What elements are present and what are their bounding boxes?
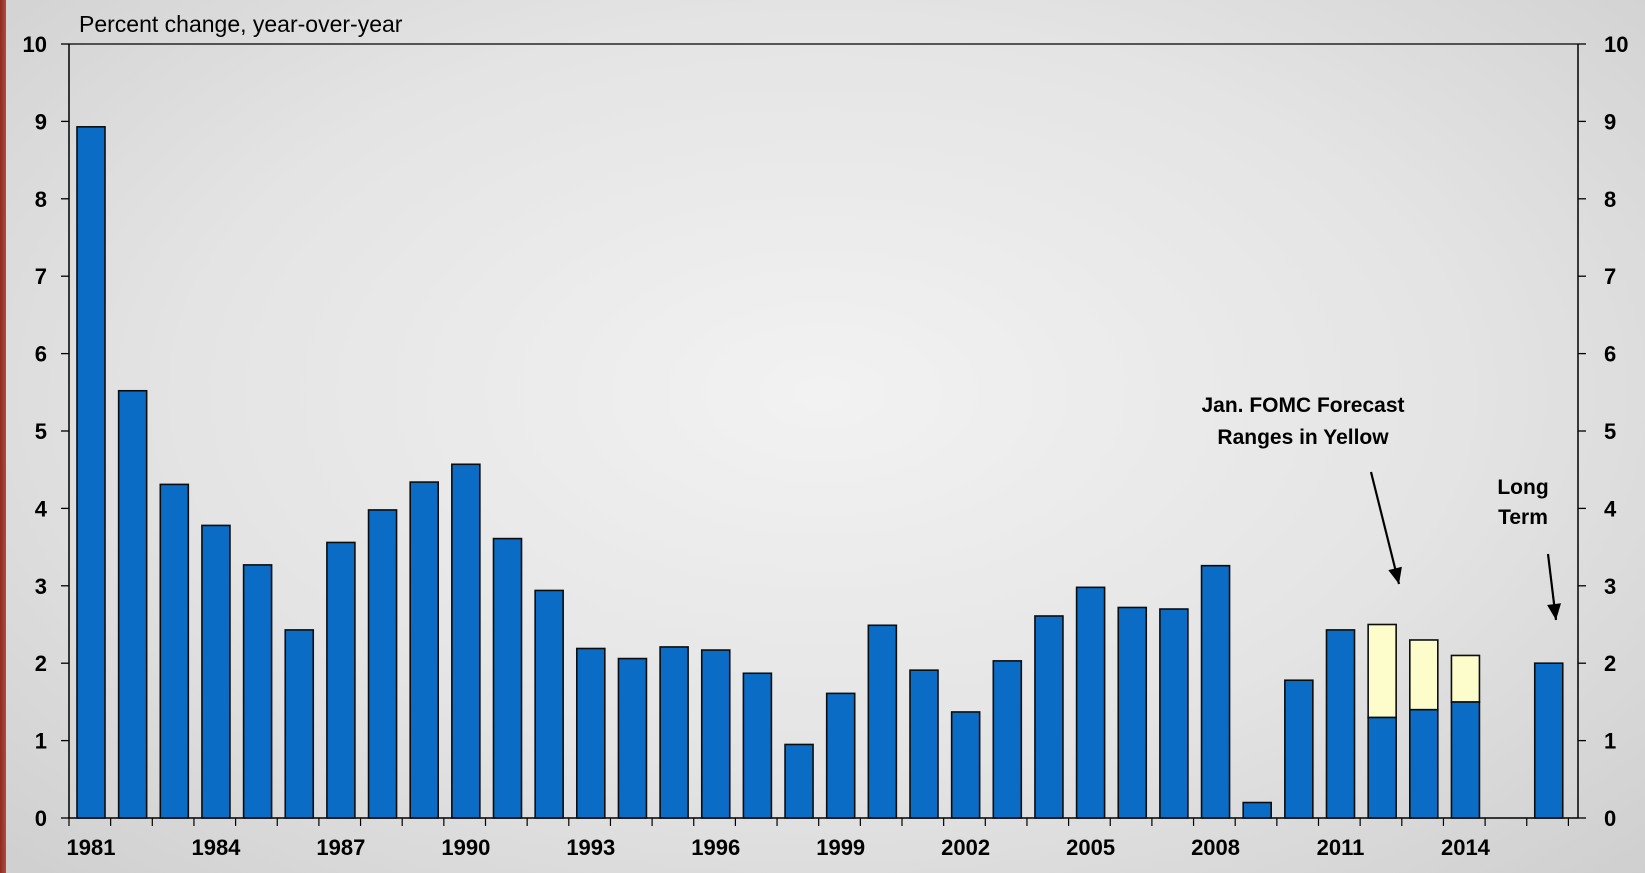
bar-1996 [700,649,731,819]
annotation-arrow-forecast-shaft [1369,471,1401,585]
bar-2000 [867,624,898,819]
bar-1988 [367,509,398,819]
annotation-line: Jan. FOMC Forecast [1201,394,1404,417]
x-tick-label: 2008 [1191,835,1240,860]
y-tick-label-left: 4 [35,496,48,521]
bar-1994 [617,657,648,819]
y-tick-label-right: 0 [1604,806,1616,831]
x-tick-label: 1999 [816,835,865,860]
bar-2002 [950,711,981,819]
y-tick-label-left: 8 [35,187,47,212]
y-tick-label-right: 10 [1604,32,1628,57]
forecast-range-2012 [1367,623,1397,719]
bar-1982 [117,389,148,819]
y-tick-label-left: 2 [35,651,47,676]
x-tick-label: 2011 [1317,835,1365,860]
annotation-arrow-long-term-head [1547,603,1562,620]
bar-2009 [1242,801,1272,819]
y-tick-label-left: 6 [35,342,47,367]
y-tick-label-right: 6 [1604,342,1616,367]
bar-2012 [1367,716,1397,819]
bar-1991 [492,537,523,819]
y-tick-label-right: 1 [1604,729,1616,754]
bar-2011 [1325,629,1356,819]
x-tick-label: 1987 [316,835,365,860]
axis-ticks: 0 0 1 1 2 2 3 3 4 4 5 5 6 6 7 7 8 8 9 9 10 10 1981 1984 1987 1990… [23,32,1629,860]
y-tick-label-left: 9 [35,109,47,134]
annotation-forecast-label: Jan. FOMC Forecast Ranges in Yellow [1201,394,1404,449]
bar-2005 [1075,586,1106,819]
bar-2004 [1034,615,1064,819]
bar-2006 [1117,606,1148,819]
bar-2008 [1200,564,1231,819]
bar-2014 [1450,701,1481,819]
bar-1985 [242,564,273,819]
bar-Long Term [1533,662,1564,819]
annotation-line: Ranges in Yellow [1217,426,1389,449]
bar-2003 [992,660,1023,819]
annotation-long-term-label: Long Term [1497,476,1548,529]
bar-1995 [659,646,689,819]
x-tick-label: 1984 [191,835,241,860]
bar-2001 [909,669,939,819]
bar-2013 [1409,708,1439,819]
bar-1987 [326,541,356,819]
y-tick-label-right: 9 [1604,109,1616,134]
y-tick-label-left: 3 [35,574,47,599]
y-tick-label-right: 4 [1604,496,1617,521]
bar-2010 [1284,679,1314,819]
x-tick-label: 1993 [566,835,615,860]
bar-1986 [284,629,315,819]
y-tick-label-right: 2 [1604,651,1616,676]
y-tick-label-left: 0 [35,806,47,831]
y-axis-label: Percent change, year-over-year [79,11,403,37]
y-tick-label-left: 7 [35,264,47,289]
bar-1990 [451,463,481,819]
bar-1992 [534,589,564,819]
bar-1981 [76,126,106,819]
x-tick-label: 1990 [441,835,490,860]
bar-1997 [742,672,773,819]
annotation-arrow-forecast-head [1388,566,1402,584]
bar-1984 [201,524,231,819]
bar-1998 [784,743,814,819]
y-tick-label-left: 5 [35,419,47,444]
x-tick-label: 2014 [1441,835,1491,860]
y-tick-label-left: 1 [35,729,47,754]
bar-2007 [1159,608,1189,819]
bar-1999 [825,692,856,819]
y-tick-label-right: 8 [1604,187,1616,212]
bar-1983 [159,483,190,819]
annotations: Jan. FOMC Forecast Ranges in Yellow Long Te… [1201,394,1562,621]
slide-edge-strip [0,0,6,873]
y-tick-label-right: 5 [1604,419,1616,444]
annotation-line: Term [1498,506,1548,529]
annotation-line: Long [1497,476,1548,499]
y-tick-label-left: 10 [23,32,47,57]
x-tick-label: 1981 [67,835,116,860]
y-tick-label-right: 3 [1604,574,1616,599]
bar-1989 [409,481,440,819]
y-tick-label-right: 7 [1604,264,1616,289]
bars [76,126,1564,819]
x-tick-label: 1996 [691,835,740,860]
forecast-range-2014 [1450,654,1481,703]
x-tick-label: 2005 [1066,835,1115,860]
bar-1993 [575,647,606,819]
x-tick-label: 2002 [941,835,990,860]
forecast-range-2013 [1409,639,1439,711]
